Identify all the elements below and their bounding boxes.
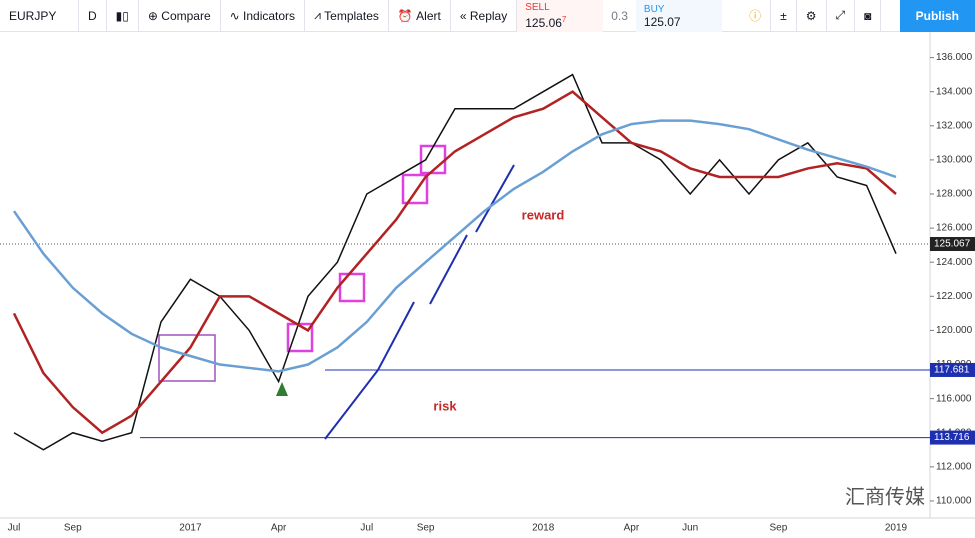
y-tick-label: 126.000 [936, 223, 973, 234]
arrow [276, 382, 288, 396]
settings[interactable]: ⚙ [797, 0, 827, 32]
x-tick-label: 2017 [179, 523, 202, 534]
y-tick-label: 110.000 [936, 496, 972, 507]
price-label-bg [930, 430, 975, 445]
trend-line [475, 164, 515, 233]
price-label-bg [930, 237, 975, 252]
snapshot[interactable]: ◙ [855, 0, 882, 32]
interval[interactable]: D [79, 0, 107, 32]
compare-label: Compare [161, 8, 211, 23]
trend-line [429, 234, 468, 305]
box [401, 173, 429, 205]
trend-line [377, 301, 415, 371]
buy-price: 125.07 [643, 14, 681, 29]
buy[interactable]: BUY 125.07 [635, 0, 722, 32]
x-tick-label: 2018 [532, 523, 555, 534]
price-label: 125.067 [934, 239, 971, 250]
annotation: risk [433, 398, 457, 413]
box [158, 334, 216, 382]
series-line [13, 73, 897, 451]
chart-style[interactable]: ▮▯ [107, 0, 139, 32]
y-tick-label: 112.000 [936, 461, 972, 472]
y-tick-label: 132.000 [936, 120, 973, 131]
indicators-label: Indicators [243, 8, 296, 23]
drawings [158, 144, 515, 440]
x-tick-label: Sep [770, 523, 788, 534]
compare[interactable]: ⊕ Compare [139, 0, 221, 32]
sell-price: 125.06 [525, 16, 562, 30]
templates-label: Templates [324, 8, 379, 23]
x-tick-label: Apr [624, 523, 640, 534]
y-tick-label: 128.000 [936, 189, 973, 200]
alert[interactable]: ⏰ Alert [389, 0, 451, 32]
indicators[interactable]: ∿ Indicators [221, 0, 306, 32]
toolbar: EURJPY D ▮▯ ⊕ Compare ∿ Indicators ⩘ Tem… [0, 0, 975, 32]
annotation: reward [522, 207, 565, 222]
box [338, 272, 366, 303]
y-tick-label: 116.000 [936, 393, 972, 404]
y-tick-label: 134.000 [936, 86, 973, 97]
sell-pip: 7 [561, 15, 567, 24]
chart: reward risk 汇商传媒 110.000112.000114.00011… [0, 32, 975, 534]
y-tick-label: 136.000 [936, 52, 973, 63]
sell[interactable]: SELL 125.067 [517, 0, 604, 32]
templates[interactable]: ⩘ Templates [305, 0, 389, 32]
sell-label: SELL [525, 2, 550, 13]
series-line [12, 90, 897, 435]
x-tick-label: Jul [360, 523, 373, 534]
x-tick-label: 2019 [885, 523, 908, 534]
x-tick-label: Sep [417, 523, 435, 534]
x-tick-label: Jul [8, 523, 21, 534]
replay-label: Replay [469, 8, 508, 23]
alert-label: Alert [416, 8, 441, 23]
fullscreen[interactable]: ⤢ [827, 0, 856, 32]
zoom[interactable]: ± [771, 0, 797, 32]
y-tick-label: 122.000 [936, 291, 973, 302]
x-tick-label: Apr [271, 523, 287, 534]
publish[interactable]: Publish [899, 0, 975, 32]
watermark: 汇商传媒 [845, 485, 925, 508]
x-tick-label: Sep [64, 523, 82, 534]
replay[interactable]: « Replay [451, 0, 518, 32]
box [286, 322, 314, 353]
y-tick-label: 124.000 [936, 257, 973, 268]
price-label: 113.716 [934, 432, 970, 443]
spread: 0.3 [611, 8, 628, 23]
price-label: 117.681 [934, 365, 970, 376]
series-line [12, 119, 897, 373]
y-tick-label: 130.000 [936, 155, 973, 166]
trend-line [324, 369, 379, 440]
symbol[interactable]: EURJPY [0, 0, 79, 32]
price-label-bg [930, 362, 975, 377]
x-tick-label: Jun [682, 523, 698, 534]
buy-label: BUY [643, 3, 665, 15]
info[interactable]: ⓘ [740, 0, 772, 32]
y-tick-label: 120.000 [936, 325, 973, 336]
